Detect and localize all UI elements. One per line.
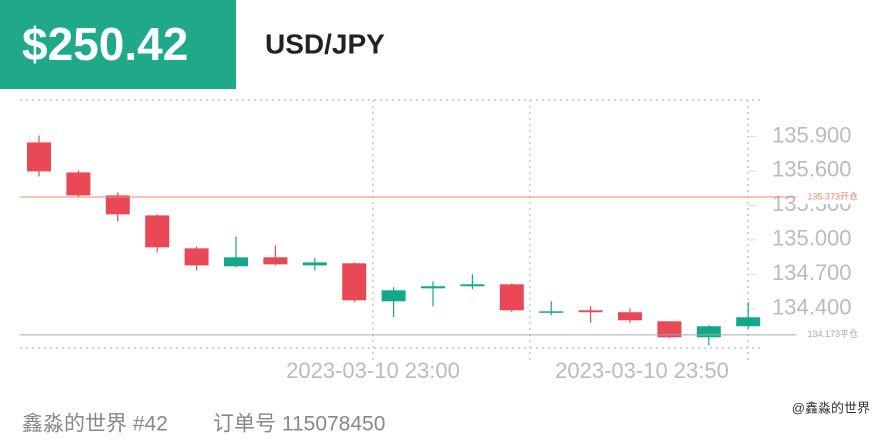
price: $250.42 xyxy=(22,18,188,70)
reference-label-bg xyxy=(796,190,860,205)
reference-label-bg xyxy=(796,327,860,342)
candle-body xyxy=(460,284,485,287)
order-id: 订单号 115078450 xyxy=(213,413,385,436)
candle-body xyxy=(184,248,209,266)
candle-body xyxy=(421,286,445,289)
candle-body xyxy=(657,321,682,338)
candle-body xyxy=(145,215,170,248)
candle-body xyxy=(342,263,367,301)
candle-body xyxy=(105,195,130,215)
candle-body xyxy=(302,262,327,266)
y-tick-label: 134.700 xyxy=(772,260,852,285)
candle-body xyxy=(263,257,288,265)
candle-body xyxy=(696,326,721,338)
x-tick-label: 2023-03-10 23:50 xyxy=(555,358,729,383)
candle-body xyxy=(539,311,564,313)
candle-body xyxy=(618,312,642,321)
reference-label: 134.173平仓 xyxy=(807,328,858,339)
watermark: @鑫淼的世界 xyxy=(792,400,870,415)
x-tick-label: 2023-03-10 23:00 xyxy=(286,358,460,383)
candle-body xyxy=(27,142,51,172)
candle-body xyxy=(736,317,761,327)
candle-body xyxy=(578,310,603,313)
symbol: USD/JPY xyxy=(265,28,385,59)
candle-body xyxy=(66,172,91,196)
author: 鑫淼的世界 #42 xyxy=(22,413,168,436)
reference-label: 135.373开仓 xyxy=(807,190,858,201)
y-tick-label: 134.400 xyxy=(772,295,852,320)
frame xyxy=(20,99,760,360)
y-tick-label: 135.900 xyxy=(772,122,852,147)
candle-body xyxy=(224,257,248,267)
candle-body xyxy=(499,284,524,311)
y-tick-label: 135.600 xyxy=(772,157,852,182)
candle-body xyxy=(381,290,406,302)
y-tick-label: 135.000 xyxy=(772,226,852,251)
price-box xyxy=(0,0,236,89)
